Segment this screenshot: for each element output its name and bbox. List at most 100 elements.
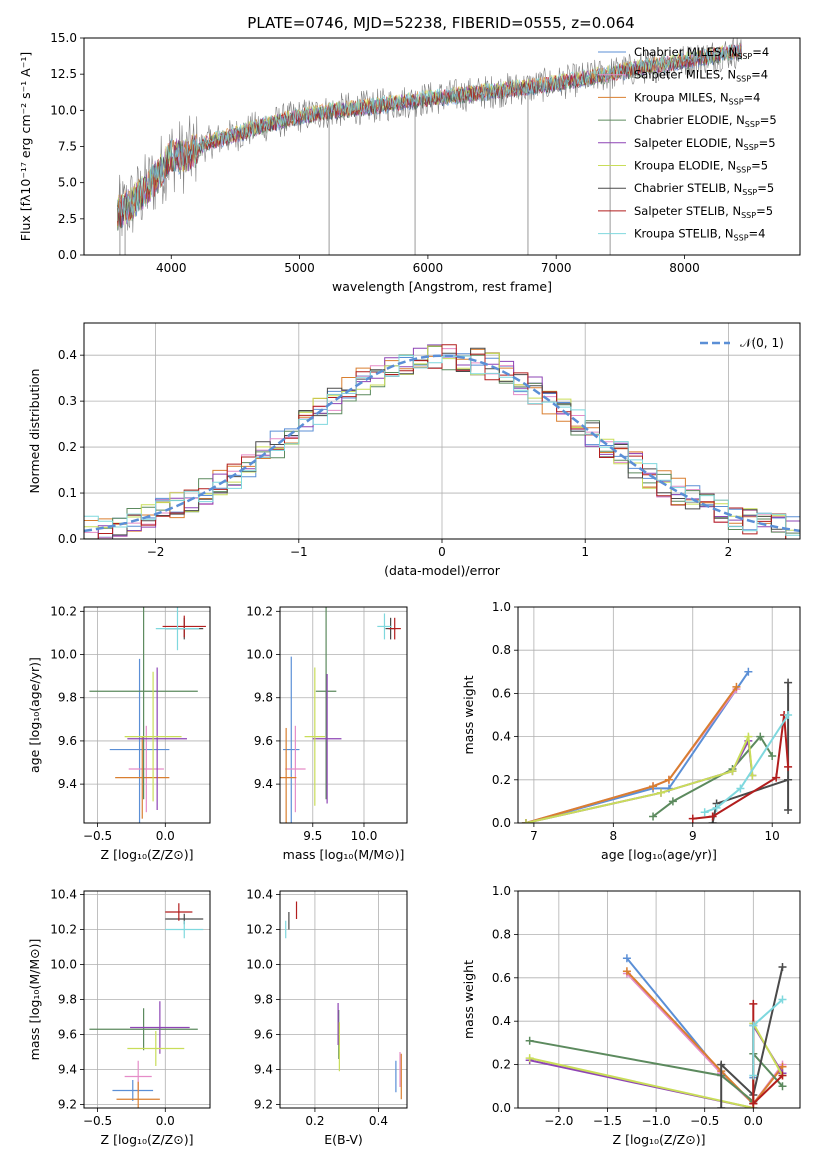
x-tick-label: 0.2 — [305, 1114, 324, 1128]
y-tick-label: 9.8 — [58, 691, 77, 705]
weight-line — [525, 686, 738, 823]
plot-area — [84, 607, 210, 823]
y-tick-label: 7.5 — [58, 140, 77, 154]
panel-age_vs_mass: 9.5 10.0 9.4 9.6 9.8 10.0 10.2 mass [log₁₀(M/M⊙… — [246, 604, 408, 862]
errorbar-point-kroupa_miles — [116, 1081, 160, 1108]
y-tick-label: 9.4 — [254, 1063, 273, 1077]
y-tick-label: 0.6 — [492, 971, 511, 985]
weight-marker — [688, 814, 697, 823]
weight-line — [692, 714, 790, 820]
x-tick-label: 1 — [581, 545, 589, 559]
y-tick-label: 0.0 — [492, 1101, 511, 1115]
weight-marker — [749, 1071, 758, 1080]
legend-entry: Salpeter ELODIE, NSSP=5 — [634, 136, 776, 152]
y-axis-label: mass weight — [461, 675, 476, 754]
weight-series-kroupa_miles — [521, 682, 741, 823]
errorbar-point-kroupa_stelib — [165, 920, 204, 939]
weight-marker — [622, 967, 631, 976]
y-tick-label: 10.4 — [246, 888, 273, 902]
legend-entry: Salpeter STELIB, NSSP=5 — [634, 204, 773, 220]
y-tick-label: 0.1 — [58, 486, 77, 500]
weight-marker — [622, 954, 631, 963]
y-tick-label: 0.4 — [492, 730, 511, 744]
errorbar-point-salpeter_elodie — [127, 667, 187, 811]
weight-marker — [749, 999, 758, 1008]
legend-entry: Kroupa ELODIE, NSSP=5 — [634, 159, 768, 175]
x-axis-label: age [log₁₀(age/yr)] — [601, 847, 717, 862]
weight-marker — [717, 1104, 726, 1108]
x-tick-label: −2.0 — [544, 1114, 573, 1128]
errorbar-point-kroupa_miles — [280, 727, 297, 823]
x-tick-label: 9.5 — [303, 829, 322, 843]
weight-marker — [728, 767, 737, 776]
y-tick-label: 1.0 — [492, 600, 511, 614]
y-axis-label: mass [log₁₀(M/M⊙)] — [27, 939, 42, 1061]
weight-marker — [778, 995, 787, 1004]
y-tick-label: 10.2 — [246, 923, 273, 937]
y-tick-label: 5.0 — [58, 176, 77, 190]
model-spectrum-kroupa_stelib — [117, 42, 742, 223]
errorbar-point-salpeter_elodie — [312, 673, 342, 804]
panel-weight_vs_age: 7 8 9 10 0.0 0.2 0.4 0.6 0.8 1.0 age [log₁₀(age/yr… — [461, 600, 801, 862]
errorbar-point-salpeter_miles — [285, 725, 306, 813]
panels: 4000 5000 6000 7000 80000.02.55.07.510.012.5… — [18, 31, 801, 1147]
errorbar-point-kroupa_stelib — [155, 607, 200, 651]
y-tick-label: 9.4 — [58, 1063, 77, 1077]
axes-frame — [279, 606, 408, 824]
x-tick-label: 7000 — [541, 261, 572, 275]
y-tick-label: 10.0 — [50, 958, 77, 972]
plot-area — [280, 607, 407, 823]
y-axis-label: Normed distribution — [27, 369, 42, 494]
errorbar-point-chabrier_elodie — [89, 1008, 198, 1051]
y-tick-label: 15.0 — [50, 31, 77, 45]
weight-marker — [784, 806, 793, 815]
y-tick-label: 0.8 — [492, 643, 511, 657]
weight-series-salpeter_stelib — [688, 711, 793, 823]
x-tick-label: −0.5 — [83, 829, 112, 843]
y-tick-label: 0.4 — [58, 348, 77, 362]
y-tick-label: 10.0 — [246, 648, 273, 662]
errorbar-point-chabrier_miles — [112, 1080, 154, 1101]
panel-mass_vs_Z: −0.5 0.0 9.2 9.4 9.6 9.8 10.0 10.2 10.4 Z [log₁₀(… — [27, 888, 211, 1147]
x-axis-label: wavelength [Angstrom, rest frame] — [332, 279, 552, 294]
weight-marker — [664, 775, 673, 784]
y-tick-label: 9.2 — [254, 1098, 273, 1112]
weight-marker — [525, 1036, 534, 1045]
y-tick-label: 10.2 — [50, 604, 77, 618]
x-tick-label: 9 — [689, 829, 697, 843]
x-tick-label: 10 — [765, 829, 780, 843]
errorbar-point-salpeter_stelib — [162, 615, 206, 638]
plot-area — [280, 891, 407, 1108]
weight-marker — [749, 1021, 758, 1030]
x-axis-label: Z [log₁₀(Z/Z⊙)] — [101, 847, 194, 862]
y-tick-label: 0.6 — [492, 686, 511, 700]
x-tick-label: 7 — [530, 829, 538, 843]
y-tick-label: 10.2 — [50, 923, 77, 937]
x-tick-label: −0.5 — [690, 1114, 719, 1128]
weight-marker — [768, 752, 777, 761]
figure-title: PLATE=0746, MJD=52238, FIBERID=0555, z=0… — [247, 14, 634, 32]
weight-marker — [649, 812, 658, 821]
weight-series-kroupa_stelib — [700, 711, 793, 817]
x-tick-label: 8000 — [669, 261, 700, 275]
weight-line — [525, 737, 754, 823]
y-tick-label: 0.0 — [58, 532, 77, 546]
axes-frame — [83, 606, 211, 824]
axes-frame — [279, 890, 408, 1109]
weight-series-kroupa_elodie — [521, 732, 757, 823]
x-tick-label: 8 — [610, 829, 618, 843]
weight-marker — [744, 732, 753, 741]
weight-series-salpeter_miles — [521, 685, 741, 823]
weight-series-chabrier_stelib — [717, 962, 787, 1108]
x-axis-label: Z [log₁₀(Z/Z⊙)] — [101, 1132, 194, 1147]
y-tick-label: 10.0 — [246, 958, 273, 972]
errorbar-point-salpeter_stelib — [388, 617, 401, 640]
errorbar-point-kroupa_stelib — [377, 613, 392, 640]
plot-area — [84, 891, 210, 1108]
y-tick-label: 9.8 — [254, 691, 273, 705]
x-tick-label: 4000 — [156, 261, 187, 275]
axes-frame — [517, 606, 801, 824]
y-tick-label: 10.4 — [50, 888, 77, 902]
legend-entry: Kroupa MILES, NSSP=4 — [634, 90, 760, 106]
legend: 𝒩(0, 1) — [700, 336, 784, 350]
